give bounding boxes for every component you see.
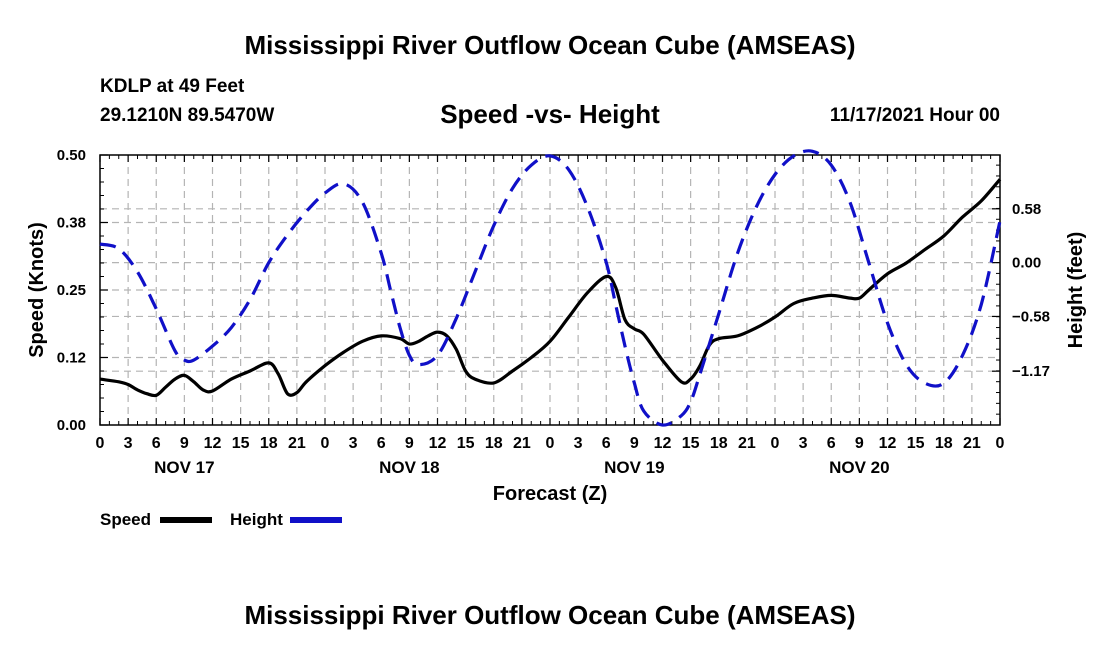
station-label: KDLP at 49 Feet — [100, 76, 245, 97]
y-axis-right-title: Height (feet) — [1065, 232, 1087, 349]
y-left-tick-label: 0.12 — [57, 350, 86, 367]
y-left-tick-label: 0.38 — [57, 215, 86, 232]
x-tick-label: 18 — [935, 435, 953, 452]
x-tick-label: 9 — [630, 435, 639, 452]
station-coordinates: 29.1210N 89.5470W — [100, 105, 275, 126]
chart-title: Speed -vs- Height — [440, 99, 660, 129]
x-tick-label: 0 — [96, 435, 105, 452]
axis-labels: 0 3 6 9 12 15 18 21 0 3 6 9 12 15 18 21 0 3 6 9 12 15 18 21 0 3 6 9… — [57, 147, 1050, 477]
main-title: Mississippi River Outflow Ocean Cube (AM… — [244, 30, 856, 60]
grid — [100, 155, 1000, 425]
x-tick-label: 15 — [232, 435, 250, 452]
x-tick-label: 15 — [457, 435, 475, 452]
x-tick-label: 0 — [321, 435, 330, 452]
x-tick-label: 12 — [204, 435, 222, 452]
x-tick-label: 0 — [546, 435, 555, 452]
series-line-height — [99, 149, 1002, 427]
x-tick-label: 0 — [996, 435, 1005, 452]
x-tick-label: 21 — [963, 435, 981, 452]
x-tick-label: 0 — [771, 435, 780, 452]
x-day-label: NOV 19 — [604, 458, 664, 477]
x-tick-label: 15 — [907, 435, 925, 452]
legend-speed-label: Speed — [100, 510, 152, 529]
x-tick-label: 12 — [654, 435, 672, 452]
x-tick-label: 18 — [260, 435, 278, 452]
x-tick-label: 6 — [152, 435, 161, 452]
y-left-tick-label: 0.50 — [57, 147, 86, 164]
x-tick-label: 9 — [405, 435, 414, 452]
x-tick-label: 18 — [485, 435, 503, 452]
x-tick-label: 21 — [288, 435, 306, 452]
x-tick-label: 21 — [738, 435, 756, 452]
x-tick-label: 6 — [602, 435, 611, 452]
x-tick-label: 3 — [574, 435, 583, 452]
x-tick-label: 12 — [879, 435, 897, 452]
x-tick-label: 9 — [180, 435, 189, 452]
y-axis-left-title: Speed (Knots) — [26, 222, 48, 358]
y-right-tick-label: −1.17 — [1012, 363, 1050, 380]
y-right-tick-label: 0.58 — [1012, 201, 1041, 218]
series-lines — [99, 149, 1002, 427]
y-right-tick-label: 0.00 — [1012, 255, 1041, 272]
x-tick-label: 21 — [513, 435, 531, 452]
x-day-label: NOV 20 — [829, 458, 889, 477]
x-axis-title: Forecast (Z) — [493, 483, 607, 505]
x-tick-label: 18 — [710, 435, 728, 452]
legend-height-label: Height — [230, 510, 283, 529]
x-day-label: NOV 18 — [379, 458, 439, 477]
y-right-tick-label: −0.58 — [1012, 308, 1050, 325]
x-tick-label: 3 — [349, 435, 358, 452]
x-tick-label: 6 — [827, 435, 836, 452]
series-line-speed — [99, 178, 1002, 398]
x-tick-label: 3 — [124, 435, 133, 452]
y-left-tick-label: 0.25 — [57, 282, 86, 299]
y-left-tick-label: 0.00 — [57, 417, 86, 434]
x-day-label: NOV 17 — [154, 458, 214, 477]
forecast-datetime: 11/17/2021 Hour 00 — [829, 105, 1000, 126]
x-tick-label: 6 — [377, 435, 386, 452]
x-tick-label: 3 — [799, 435, 808, 452]
x-tick-label: 9 — [855, 435, 864, 452]
x-tick-label: 15 — [682, 435, 700, 452]
x-tick-label: 12 — [429, 435, 447, 452]
bottom-title: Mississippi River Outflow Ocean Cube (AM… — [244, 600, 856, 630]
